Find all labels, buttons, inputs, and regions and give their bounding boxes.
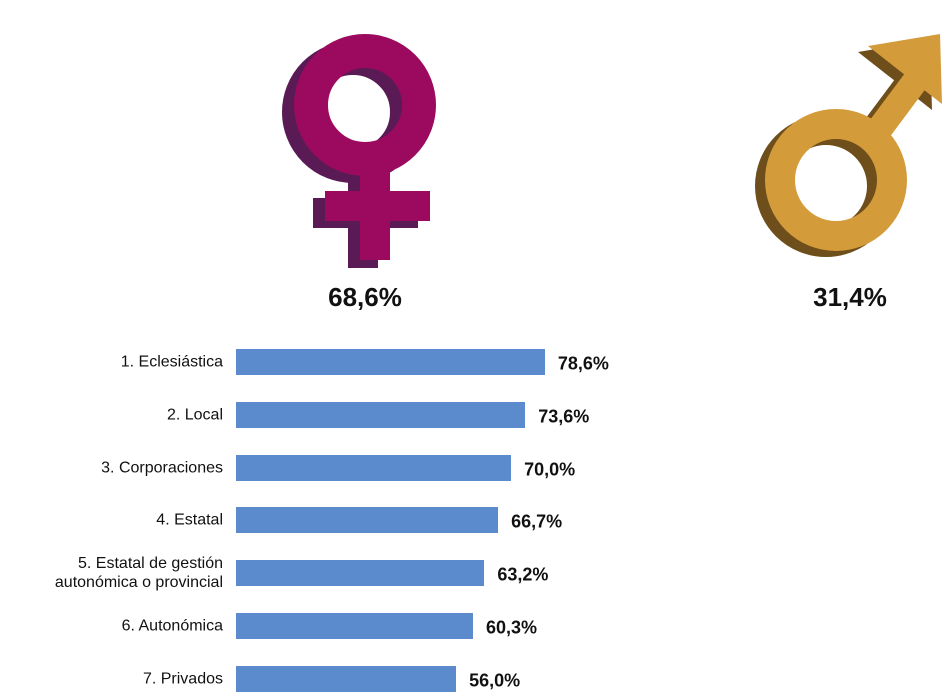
value-label: 70,0% (524, 459, 576, 480)
category-label: 3. Corporaciones (101, 459, 223, 477)
bar (236, 613, 473, 639)
bar (236, 454, 512, 481)
value-label: 73,6% (538, 406, 590, 427)
bar (236, 401, 526, 428)
bar (236, 349, 545, 375)
value-label: 66,7% (511, 511, 563, 532)
value-label: 63,2% (497, 564, 549, 585)
gender-symbols (282, 34, 942, 268)
category-label: 2. Local (166, 406, 223, 424)
male-symbol (755, 34, 942, 257)
value-label: 60,3% (485, 617, 538, 638)
category-label: 6. Autonómica (121, 617, 223, 635)
value-label: 56,0% (469, 670, 521, 691)
category-label: 4. Estatal (156, 511, 223, 529)
bar (236, 560, 485, 587)
female-percent: 68,6% (328, 282, 402, 312)
category-label: 1. Eclesiástica (120, 353, 223, 371)
value-label: 78,6% (557, 353, 609, 374)
male-percent: 31,4% (813, 282, 887, 312)
female-symbol (282, 34, 436, 268)
bar (236, 507, 499, 534)
category-label: 5. Estatal de gestión autonómica o provi… (54, 555, 223, 592)
category-label: 7. Privados (142, 670, 223, 688)
bar (236, 665, 457, 692)
